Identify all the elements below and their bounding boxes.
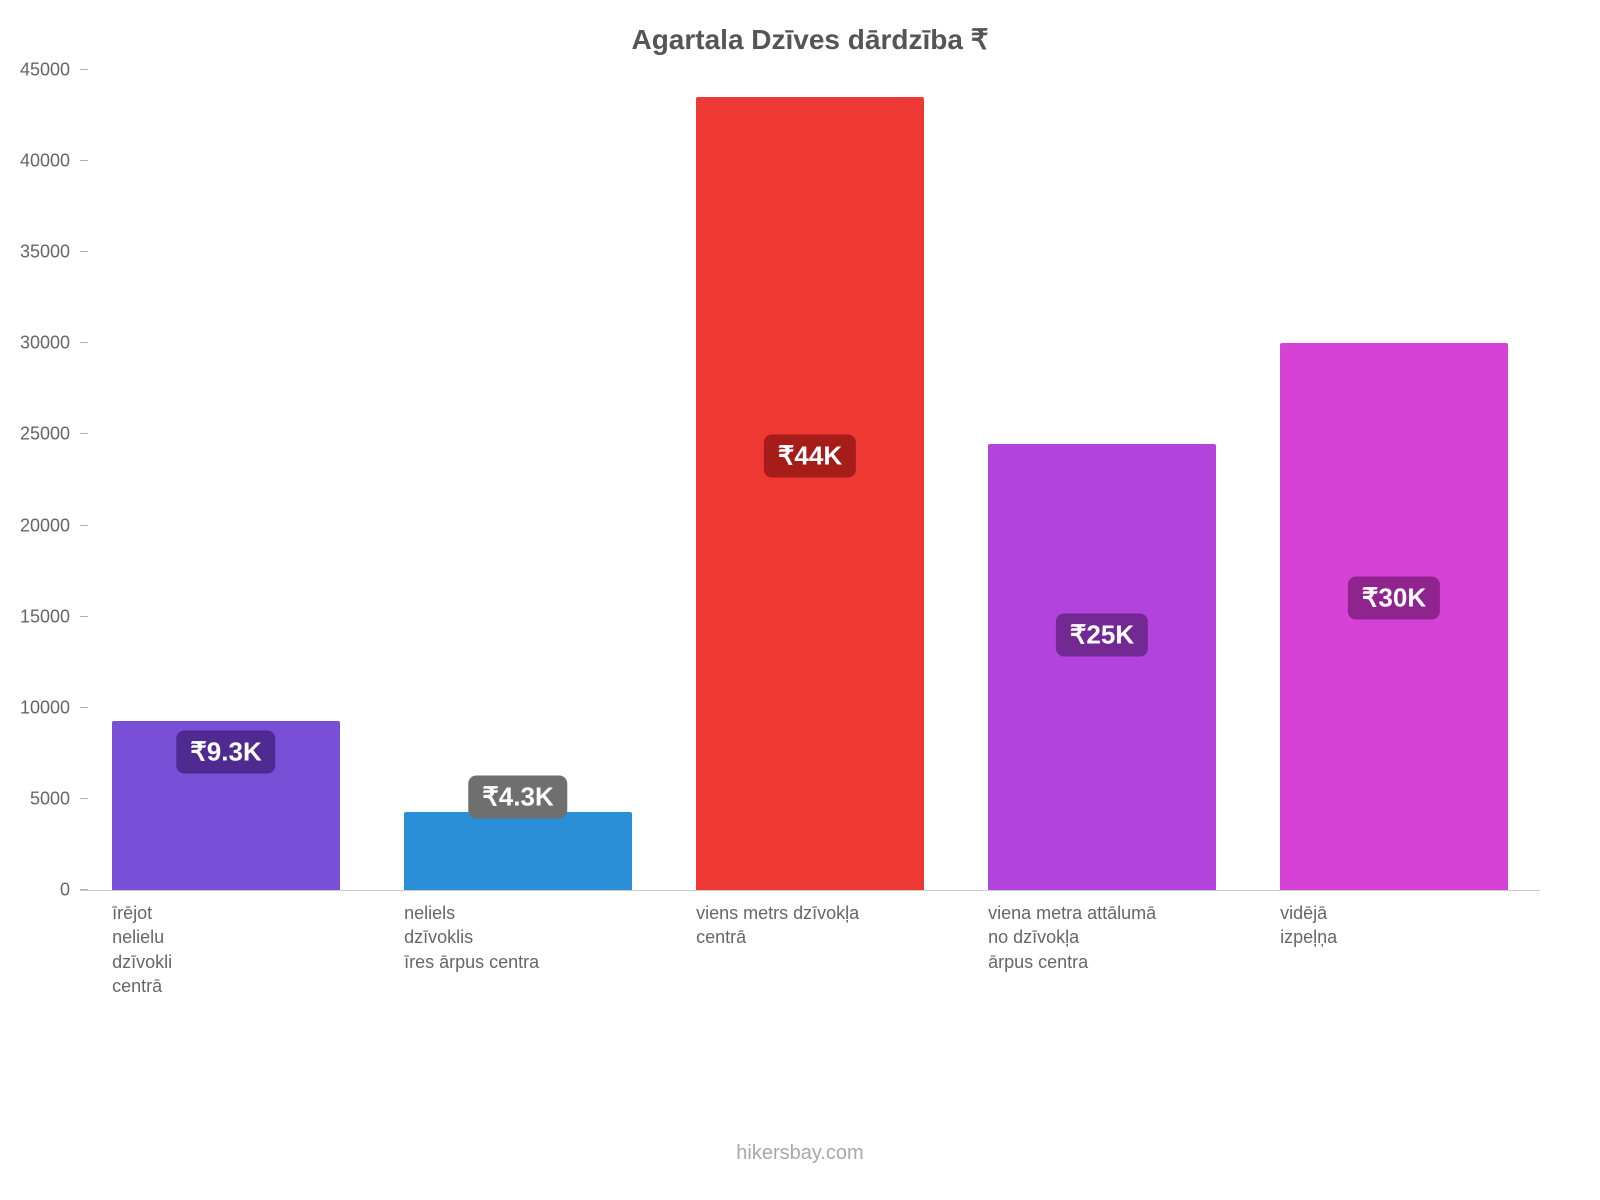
y-axis-tick: 40000 [0,151,70,172]
y-axis-notch [80,160,88,161]
plot-area: 0500010000150002000025000300003500040000… [80,70,1540,891]
x-axis-labels: īrējot nelielu dzīvokli centrā neliels dz… [80,891,1540,1111]
y-axis-tick: 5000 [0,788,70,809]
y-axis-notch [80,433,88,434]
x-axis-label: viens metrs dzīvokļa centrā [696,901,954,950]
y-axis-tick: 35000 [0,242,70,263]
y-axis-notch [80,69,88,70]
y-axis-tick: 25000 [0,424,70,445]
bar-value-label: ₹30K [1348,577,1440,620]
x-axis-label: viena metra attālumā no dzīvokļa ārpus c… [988,901,1246,974]
x-axis-label: īrējot nelielu dzīvokli centrā [112,901,370,998]
y-axis-tick: 15000 [0,606,70,627]
attribution-text: hikersbay.com [0,1142,1600,1165]
bar [696,97,924,890]
y-axis-tick: 0 [0,880,70,901]
y-axis-notch [80,251,88,252]
bar [404,812,632,890]
bar [988,444,1216,890]
bar-value-label: ₹44K [764,435,856,478]
cost-of-living-chart: Agartala Dzīves dārdzība ₹ 0500010000150… [80,10,1540,1110]
x-axis-label: neliels dzīvoklis īres ārpus centra [404,901,662,974]
y-axis-notch [80,798,88,799]
x-axis-label: vidējā izpeļņa [1280,901,1538,950]
bar-value-label: ₹9.3K [176,730,275,773]
y-axis-notch [80,889,88,890]
y-axis-notch [80,616,88,617]
y-axis-tick: 10000 [0,697,70,718]
chart-title: Agartala Dzīves dārdzība ₹ [80,10,1540,70]
y-axis-notch [80,525,88,526]
y-axis-tick: 45000 [0,60,70,81]
bar-value-label: ₹4.3K [468,776,567,819]
y-axis-tick: 30000 [0,333,70,354]
y-axis-tick: 20000 [0,515,70,536]
y-axis-notch [80,342,88,343]
y-axis-notch [80,707,88,708]
bar-value-label: ₹25K [1056,613,1148,656]
